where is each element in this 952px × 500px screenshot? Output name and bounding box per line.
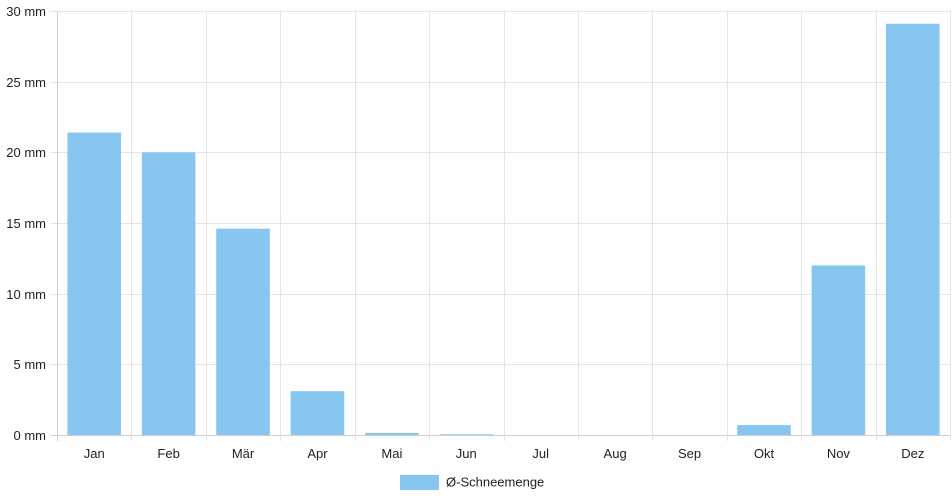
y-tick-label: 5 mm	[14, 357, 47, 372]
x-tick-label: Okt	[754, 446, 775, 461]
legend[interactable]: Ø-Schneemenge	[400, 475, 544, 491]
bar-feb[interactable]	[141, 152, 196, 436]
x-tick-label: Dez	[901, 446, 924, 461]
bar-jan[interactable]	[67, 132, 121, 435]
y-axis-ticks: 0 mm 5 mm 10 mm 15 mm 20 mm 25 mm 30 mm	[6, 4, 46, 443]
legend-label: Ø-Schneemenge	[446, 475, 544, 490]
x-tick-label: Jul	[532, 446, 549, 461]
x-tick-label: Feb	[157, 446, 179, 461]
x-tick-label: Aug	[604, 446, 627, 461]
y-tick-label: 25 mm	[6, 75, 46, 90]
legend-swatch	[400, 475, 439, 490]
bar-jun[interactable]	[439, 434, 494, 435]
x-tick-label: Sep	[678, 446, 701, 461]
bar-dez[interactable]	[886, 23, 940, 435]
grid-lines	[51, 11, 951, 441]
y-tick-label: 15 mm	[6, 216, 46, 231]
bar-okt[interactable]	[737, 425, 791, 435]
y-tick-label: 0 mm	[14, 428, 47, 443]
y-tick-label: 30 mm	[6, 4, 46, 19]
x-axis-ticks: Jan Feb Mär Apr Mai Jun Jul Aug Sep Okt Nov Dez	[84, 446, 925, 461]
x-tick-label: Jan	[84, 446, 105, 461]
bar-apr[interactable]	[290, 391, 345, 435]
y-tick-label: 20 mm	[6, 145, 46, 160]
y-tick-label: 10 mm	[6, 287, 46, 302]
x-tick-label: Jun	[456, 446, 477, 461]
x-tick-label: Apr	[307, 446, 328, 461]
x-tick-label: Mär	[232, 446, 255, 461]
x-tick-label: Nov	[827, 446, 851, 461]
bars	[67, 23, 940, 436]
bar-mär[interactable]	[216, 228, 270, 435]
bar-nov[interactable]	[811, 265, 866, 435]
bar-mai[interactable]	[365, 432, 419, 435]
x-tick-label: Mai	[381, 446, 402, 461]
